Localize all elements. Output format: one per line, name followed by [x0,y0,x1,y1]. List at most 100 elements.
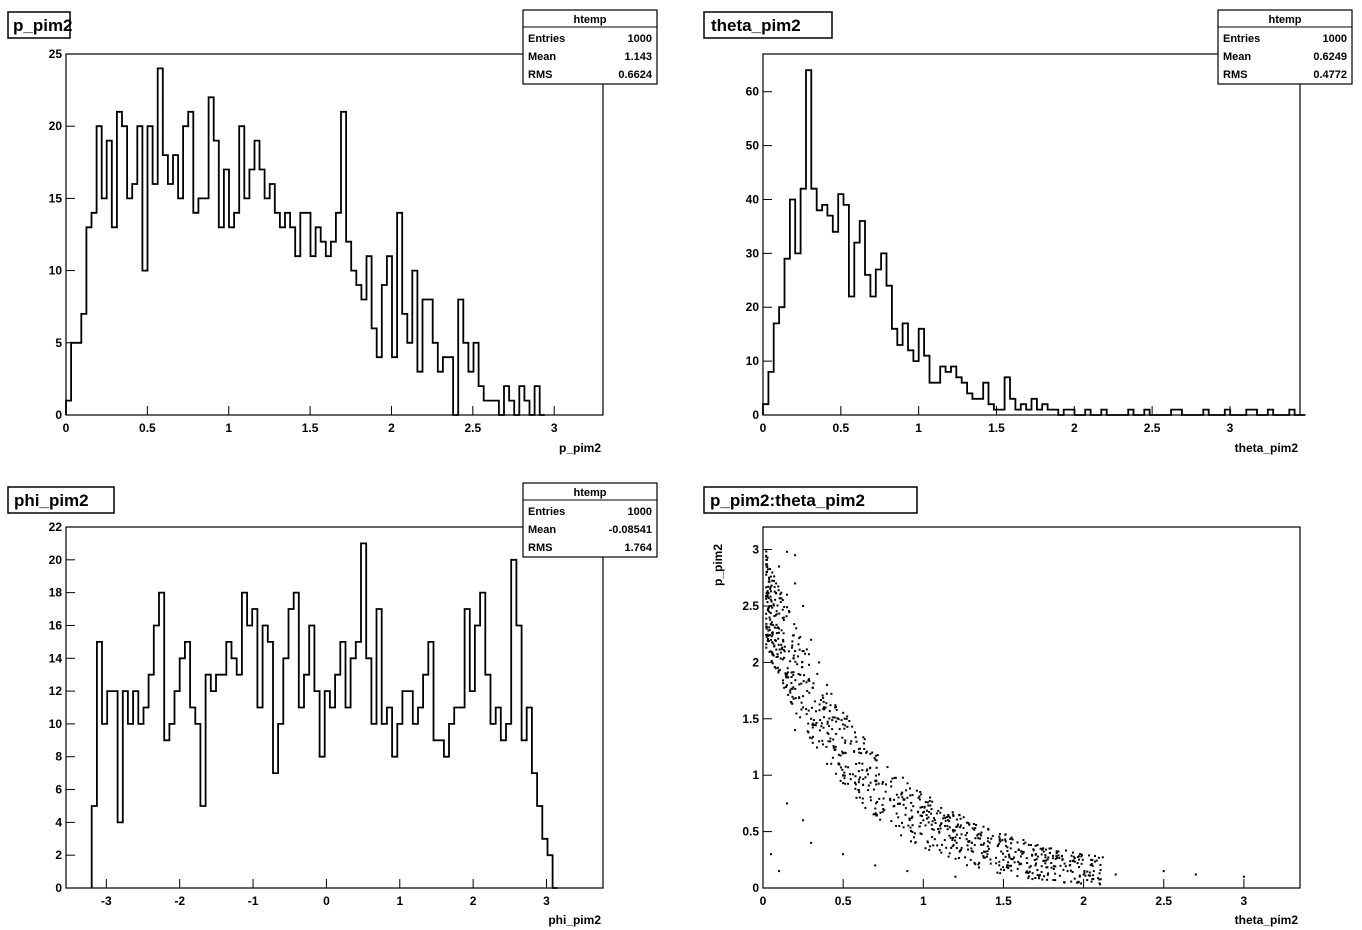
x-tick-label: -2 [174,894,185,908]
data-point [775,623,778,626]
data-point [810,638,813,641]
data-point [798,648,801,651]
data-point [948,834,951,837]
data-point [957,857,960,859]
data-point [802,695,805,698]
data-point [1079,853,1082,855]
data-point [912,836,915,839]
data-point [773,615,776,618]
data-point [777,671,780,674]
data-point [766,590,769,593]
data-point [895,793,898,796]
data-point [898,825,901,827]
data-point [1088,871,1091,874]
data-point [1052,879,1055,881]
data-point [1089,864,1092,867]
data-point [1018,863,1021,866]
data-point [811,686,814,689]
data-point [1050,847,1053,850]
data-point [952,837,954,839]
data-point [882,797,885,800]
data-point [786,667,789,670]
data-point [787,693,790,696]
data-point [778,668,781,671]
data-point [1090,862,1093,865]
data-point [908,819,911,822]
data-point [810,717,813,720]
data-point [765,565,768,568]
data-point [854,781,856,784]
data-point [1013,856,1015,859]
data-point [1024,841,1027,844]
data-point [772,642,775,645]
data-point [980,843,982,846]
data-point [865,750,868,753]
data-point [998,839,1001,842]
data-point [933,819,936,822]
data-point [956,823,959,826]
data-point [995,862,998,865]
data-point [829,704,832,707]
panel-p-pim2: p_pim2 0 0.5 1 1.5 2 2.5 3 0 5 10 15 20 25 p_pim2 h… [7,9,658,455]
data-point [790,646,793,649]
data-point [855,740,858,743]
data-point [881,803,884,806]
data-point [773,579,775,582]
data-point [783,605,786,608]
data-point [794,729,797,732]
data-point [840,719,843,722]
data-point [975,823,978,826]
data-point [832,738,835,741]
data-point [771,641,774,644]
x-axis-label: p_pim2 [559,441,601,455]
data-point [779,597,782,600]
data-point [807,653,810,656]
data-point [937,809,940,812]
data-point [775,656,778,658]
y-tick-label: 14 [49,651,63,665]
stats-value: 0.4772 [1313,69,1347,81]
data-point [928,848,931,851]
data-point [779,657,782,660]
x-tick-label: 1.5 [995,894,1012,908]
data-point [765,617,768,620]
data-point [780,647,783,650]
y-tick-label: 2.5 [742,599,759,613]
data-point [1035,853,1037,856]
data-point [909,830,912,832]
data-point [1080,855,1083,858]
data-point [1035,862,1037,865]
data-point [943,839,946,842]
data-point [869,799,872,802]
x-axis-label: phi_pim2 [548,913,601,927]
data-point [931,820,934,823]
data-point [932,844,935,847]
x-tick-label: 3 [543,894,550,908]
data-point [783,645,786,648]
data-point [998,864,1001,867]
data-point [782,638,785,641]
data-point [875,813,878,816]
data-point [895,824,898,827]
data-point [780,597,783,600]
data-point [769,634,772,637]
data-point [837,718,840,721]
data-point [778,627,780,630]
data-point [969,858,972,861]
data-point [857,748,860,750]
y-tick-label: 1.5 [742,712,759,726]
data-point [1031,853,1034,856]
data-point [875,766,878,769]
data-point [954,836,957,839]
data-point [948,820,951,823]
data-point [931,828,934,831]
x-tick-label: 3 [1227,421,1234,435]
data-point [826,720,829,723]
data-point [811,741,814,744]
data-point [952,844,955,847]
data-point [1036,844,1039,847]
data-point [879,811,882,814]
plot-frame [762,53,1301,416]
data-point [767,609,770,612]
data-point [1042,850,1045,853]
